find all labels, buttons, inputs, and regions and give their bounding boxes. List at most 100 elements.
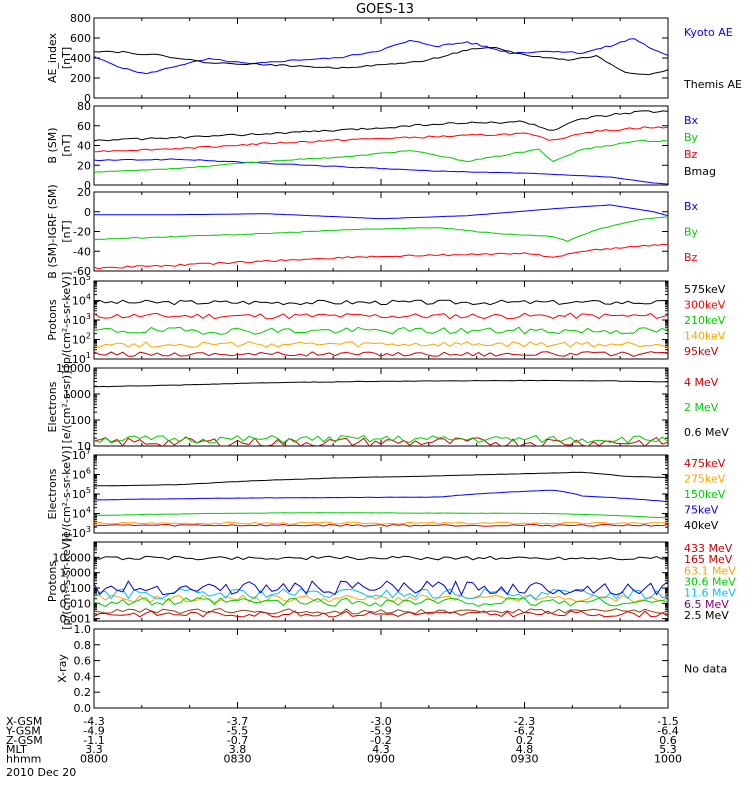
ylabel-ae-0: AE_index (46, 32, 59, 83)
ylabel-xray-0: X-ray (56, 654, 69, 683)
footer-value-3-3: 4.8 (516, 743, 534, 756)
footer-value-1-2: -5.9 (370, 724, 391, 737)
legend-label-b_igrf-2: Bz (684, 251, 698, 264)
ytick-label-ae-4: 800 (70, 12, 91, 25)
legend-label-electrons_kev-4: 40keV (684, 519, 719, 532)
footer-row-label-1: Y-GSM (5, 724, 41, 737)
footer-row-label-0: X-GSM (6, 715, 42, 728)
series-line-protons_mev-3 (94, 597, 668, 607)
ytick-label-protons_mev-1: 0.010 (60, 597, 92, 610)
series-line-b_sm-0 (94, 158, 668, 185)
ytick-label-b_sm-0: 0 (84, 179, 91, 192)
ytick-label-b_igrf-3: 0 (84, 206, 91, 219)
footer-value-0-1: -3.7 (227, 715, 248, 728)
series-line-b_sm-2 (94, 126, 668, 153)
footer-row-label-4: hhmm (6, 753, 41, 766)
footer-value-0-2: -3.0 (370, 715, 391, 728)
footer-value-4-2: 0900 (367, 753, 395, 766)
series-line-b_igrf-2 (94, 243, 668, 270)
ytick-label-electrons_kev-4: 107 (72, 447, 91, 462)
series-line-protons_mev-1 (94, 610, 668, 618)
legend-label-protons_low-4: 95keV (684, 345, 719, 358)
series-line-b_sm-3 (94, 110, 668, 142)
series-line-protons_mev-5 (94, 580, 668, 597)
series-line-electrons_kev-3 (94, 489, 668, 503)
ytick-label-b_sm-4: 80 (77, 100, 91, 113)
legend-label-protons_low-3: 140keV (684, 330, 726, 343)
ytick-label-electrons_mev-1: 100 (70, 414, 91, 427)
ytick-label-xray-1: 0.2 (74, 686, 92, 699)
footer-value-0-3: -2.3 (514, 715, 535, 728)
footer-value-3-1: 3.8 (229, 743, 247, 756)
series-line-protons_mev-0 (94, 555, 668, 561)
legend-label-protons_mev-6: 2.5 MeV (684, 609, 729, 622)
series-line-b_igrf-1 (94, 216, 668, 242)
footer-value-2-2: -0.2 (370, 734, 391, 747)
footer-value-0-0: -4.3 (83, 715, 104, 728)
legend-label-b_sm-2: Bz (684, 148, 698, 161)
legend-label-electrons_kev-1: 275keV (684, 473, 726, 486)
legend-label-electrons_kev-2: 150keV (684, 488, 726, 501)
footer-value-3-2: 4.3 (372, 743, 390, 756)
panel-protons_low: 101 102 103 104 105 Protons [p/(cm²-s-sr-keV)]… (46, 272, 726, 369)
legend-label-b_sm-0: Bx (684, 114, 699, 127)
series-line-ae-0 (94, 38, 668, 75)
legend-label-electrons_mev-0: 4 MeV (684, 376, 719, 389)
ytick-label-xray-3: 0.6 (74, 655, 92, 668)
ytick-label-protons_low-1: 102 (72, 332, 91, 347)
series-line-protons_low-0 (94, 299, 668, 306)
panel-frame-b_sm (93, 105, 669, 186)
footer-value-2-4: 0.6 (659, 734, 677, 747)
series-line-protons_low-3 (94, 341, 668, 348)
ylabel-protons_mev-0: Protons (46, 561, 59, 602)
panel-frame-electrons_kev (93, 454, 669, 534)
footer-value-3-0: 3.3 (85, 743, 103, 756)
legend-label-b_sm-1: By (684, 131, 699, 144)
series-line-b_igrf-0 (94, 204, 668, 220)
legend-label-electrons_kev-3: 75keV (684, 504, 719, 517)
ytick-label-ae-3: 600 (70, 32, 91, 45)
ytick-label-protons_low-3: 104 (72, 293, 91, 308)
legend-label-protons_low-2: 210keV (684, 314, 726, 327)
footer-row-label-2: Z-GSM (6, 734, 43, 747)
panel-b_igrf: -60 -40 -20 0 20 B (SM)-IGRF (SM) [nT] Bx By Bz (46, 184, 699, 278)
footer-value-1-0: -4.9 (83, 724, 104, 737)
panel-ae: 0 200 400 600 800 AE_index [nT] Kyoto AE Themis … (46, 12, 742, 105)
panel-electrons_kev: 103 104 105 106 107 Electrons [e/(cm²-s-sr-keV… (46, 446, 726, 542)
legend-label-protons_mev-5: 6.5 MeV (684, 598, 729, 611)
ytick-label-electrons_kev-2: 105 (72, 486, 91, 501)
ytick-label-b_igrf-2: -20 (73, 226, 91, 239)
footer-date: 2010 Dec 20 (6, 766, 76, 779)
ylabel-electrons_mev-1: [e/(cm²-s-sr)] (60, 371, 73, 444)
ephemeris-footer: X-GSM -4.3 -3.7 -3.0 -2.3 -1.5 Y-GSM -4.9 -5.5 -5… (5, 715, 682, 766)
legend-label-ae-1: Themis AE (683, 78, 742, 91)
series-line-protons_mev-6 (94, 608, 668, 615)
ytick-label-ae-1: 200 (70, 72, 91, 85)
series-line-electrons_kev-0 (94, 523, 668, 527)
ytick-label-ae-0: 0 (84, 92, 91, 105)
ytick-label-b_igrf-0: -60 (73, 265, 91, 278)
ylabel-electrons_kev-0: Electrons (46, 468, 59, 519)
ytick-label-xray-4: 0.8 (74, 639, 92, 652)
footer-value-4-3: 0930 (511, 753, 539, 766)
ytick-label-protons_low-0: 101 (72, 351, 91, 366)
panel-frame-xray (93, 628, 669, 709)
legend-label-electrons_kev-0: 475keV (684, 457, 726, 470)
ytick-label-protons_mev-2: 0.100 (60, 582, 92, 595)
ylabel-b_sm-0: B (SM) (46, 127, 59, 163)
ytick-label-protons_low-2: 103 (72, 312, 91, 327)
legend-label-b_igrf-1: By (684, 226, 699, 239)
ytick-label-ae-2: 400 (70, 52, 91, 65)
ylabel-protons_mev-1: [p/(cm²-s-sr-keV)] (60, 533, 73, 630)
ylabel-ae-1: [nT] (60, 47, 73, 69)
series-line-protons_low-2 (94, 326, 668, 335)
footer-value-4-1: 0830 (224, 753, 252, 766)
series-line-protons_low-1 (94, 312, 668, 320)
ytick-label-protons_mev-3: 1.000 (60, 567, 92, 580)
ytick-label-xray-2: 0.4 (74, 670, 92, 683)
ylabel-electrons_mev-0: Electrons (46, 381, 59, 432)
series-line-electrons_kev-1 (94, 521, 668, 525)
series-line-electrons_kev-4 (94, 471, 668, 487)
